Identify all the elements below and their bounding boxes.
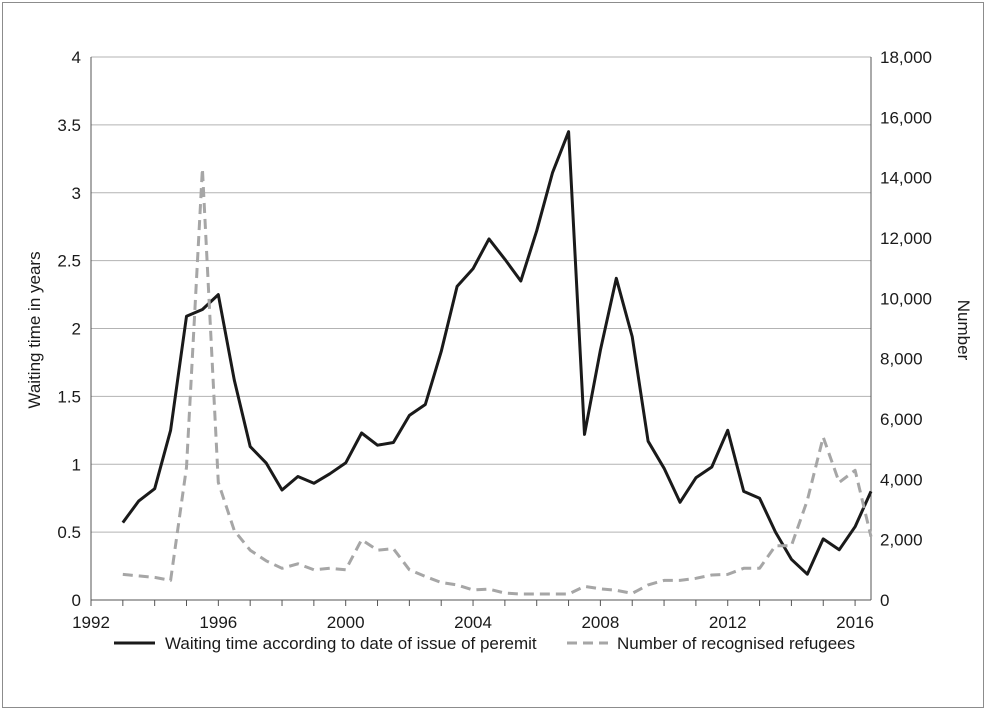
y-axis-title-left: Waiting time in years — [25, 251, 44, 408]
y-tick-label-left: 2.5 — [57, 252, 81, 271]
x-tick-label: 2000 — [327, 613, 365, 632]
y-tick-label-right: 8,000 — [880, 350, 923, 369]
y-tick-label-right: 18,000 — [880, 48, 932, 67]
x-tick-label: 1996 — [199, 613, 237, 632]
legend-label-refugees: Number of recognised refugees — [617, 634, 855, 653]
y-tick-label-left: 0 — [72, 591, 81, 610]
y-tick-label-left: 0.5 — [57, 523, 81, 542]
y-tick-label-right: 0 — [880, 591, 889, 610]
y-tick-label-right: 4,000 — [880, 470, 923, 489]
series-lines — [121, 130, 873, 596]
y-axis-title-right: Number — [954, 300, 973, 361]
y-tick-label-left: 2 — [72, 320, 81, 339]
y-tick-label-left: 4 — [72, 48, 81, 67]
x-tick-label: 1992 — [72, 613, 110, 632]
legend: Waiting time according to date of issue … — [114, 634, 855, 653]
y-tick-label-right: 10,000 — [880, 289, 932, 308]
x-tick-label: 2004 — [454, 613, 492, 632]
y-tick-label-left: 3.5 — [57, 116, 81, 135]
series-line-waiting-time — [121, 130, 873, 576]
y-tick-label-right: 2,000 — [880, 531, 923, 550]
x-tick-label: 2012 — [709, 613, 747, 632]
y-tick-label-right: 6,000 — [880, 410, 923, 429]
y-tick-label-left: 1.5 — [57, 387, 81, 406]
x-tick-label: 2016 — [836, 613, 874, 632]
gridlines — [91, 56, 871, 533]
x-tick-label: 2008 — [581, 613, 619, 632]
y-tick-label-left: 1 — [72, 455, 81, 474]
axes — [90, 57, 872, 606]
y-tick-label-right: 16,000 — [880, 108, 932, 127]
y-tick-label-left: 3 — [72, 184, 81, 203]
series-line-recognised-refugees — [122, 167, 873, 596]
y-tick-label-right: 12,000 — [880, 229, 932, 248]
y-tick-label-right: 14,000 — [880, 169, 932, 188]
legend-label-waiting-time: Waiting time according to date of issue … — [165, 634, 537, 653]
tick-labels: 0 0.5 1 1.5 2 2.5 3 3.5 4 0 2,000 4,000 6,000 8,000 10… — [57, 48, 932, 632]
